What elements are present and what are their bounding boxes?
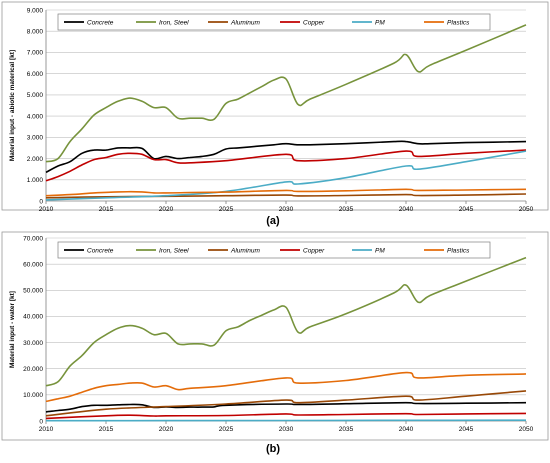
panel-b-chart: 0 10.000 20.000 30.000 40.000 50.000 60.000 70.… (1, 231, 549, 455)
legend-label-plastics: Plastics (447, 19, 470, 26)
series-line-plastics (45, 371, 527, 403)
legend-label-concrete: Concrete (87, 19, 114, 26)
y-tick-label: 50.000 (23, 288, 43, 295)
series-line-pm (45, 419, 527, 422)
legend-label-aluminum: Aluminum (230, 247, 260, 254)
x-tick-label: 2040 (399, 426, 414, 433)
legend-label-iron-steel: Iron, Steel (159, 247, 189, 254)
x-tick-label: 2020 (159, 426, 174, 433)
legend-label-pm: PM (375, 19, 385, 26)
y-axis-title: Material input - abiotic materical [kt] (9, 50, 16, 161)
legend-label-iron-steel: Iron, Steel (159, 19, 189, 26)
series-line-aluminum (45, 390, 527, 417)
x-tick-label: 2040 (399, 206, 414, 213)
y-tick-label: 0 (39, 418, 43, 425)
x-tick-label: 2045 (459, 426, 474, 433)
y-tick-label: 5.000 (27, 92, 44, 99)
y-tick-label: 8.000 (27, 29, 44, 36)
series-line-concrete (45, 401, 527, 413)
y-tick-label: 60.000 (23, 261, 43, 268)
legend-label-copper: Copper (303, 247, 325, 254)
legend-label-copper: Copper (303, 19, 325, 26)
chart-frame (1, 231, 549, 441)
series-line-iron-steel (45, 24, 527, 163)
panel-caption: (b) (266, 443, 280, 455)
x-tick-label: 2020 (159, 206, 174, 213)
series-line-copper (45, 149, 527, 182)
y-tick-label: 1.000 (27, 177, 44, 184)
x-tick-label: 2030 (279, 426, 294, 433)
y-tick-label: 30.000 (23, 340, 43, 347)
panel-a-chart: 0 1.000 2.000 3.000 4.000 5.000 6.000 7.000 8.00… (1, 1, 549, 227)
legend-label-aluminum: Aluminum (230, 19, 260, 26)
x-tick-label: 2025 (219, 426, 234, 433)
y-tick-label: 4.000 (27, 113, 44, 120)
x-tick-label: 2010 (39, 206, 54, 213)
y-tick-label: 3.000 (27, 135, 44, 142)
x-tick-label: 2045 (459, 206, 474, 213)
y-tick-label: 7.000 (27, 50, 44, 57)
x-tick-label: 2035 (339, 206, 354, 213)
y-tick-label: 2.000 (27, 156, 44, 163)
y-tick-label: 20.000 (23, 366, 43, 373)
x-tick-label: 2025 (219, 206, 234, 213)
x-tick-label: 2050 (519, 426, 534, 433)
legend-box (57, 13, 491, 31)
y-tick-label: 0 (39, 198, 43, 205)
series-line-plastics (45, 188, 527, 197)
x-tick-label: 2030 (279, 206, 294, 213)
series-line-pm (45, 150, 527, 201)
y-axis-title: Material input - water [kt] (9, 291, 16, 368)
legend-label-concrete: Concrete (87, 247, 114, 254)
panel-caption: (a) (266, 215, 280, 227)
series-line-concrete (45, 140, 527, 174)
x-tick-label: 2015 (99, 426, 114, 433)
y-tick-label: 70.000 (23, 235, 43, 242)
x-tick-label: 2015 (99, 206, 114, 213)
y-tick-label: 6.000 (27, 71, 44, 78)
x-tick-label: 2035 (339, 426, 354, 433)
chart-frame (1, 1, 549, 211)
x-tick-label: 2050 (519, 206, 534, 213)
x-tick-label: 2010 (39, 426, 54, 433)
series-line-copper (45, 412, 527, 420)
legend-label-pm: PM (375, 247, 385, 254)
legend-label-plastics: Plastics (447, 247, 470, 254)
legend-box (57, 241, 491, 259)
y-tick-label: 10.000 (23, 392, 43, 399)
y-tick-label: 40.000 (23, 314, 43, 321)
y-tick-label: 9.000 (27, 7, 44, 14)
series-line-iron-steel (45, 256, 527, 387)
